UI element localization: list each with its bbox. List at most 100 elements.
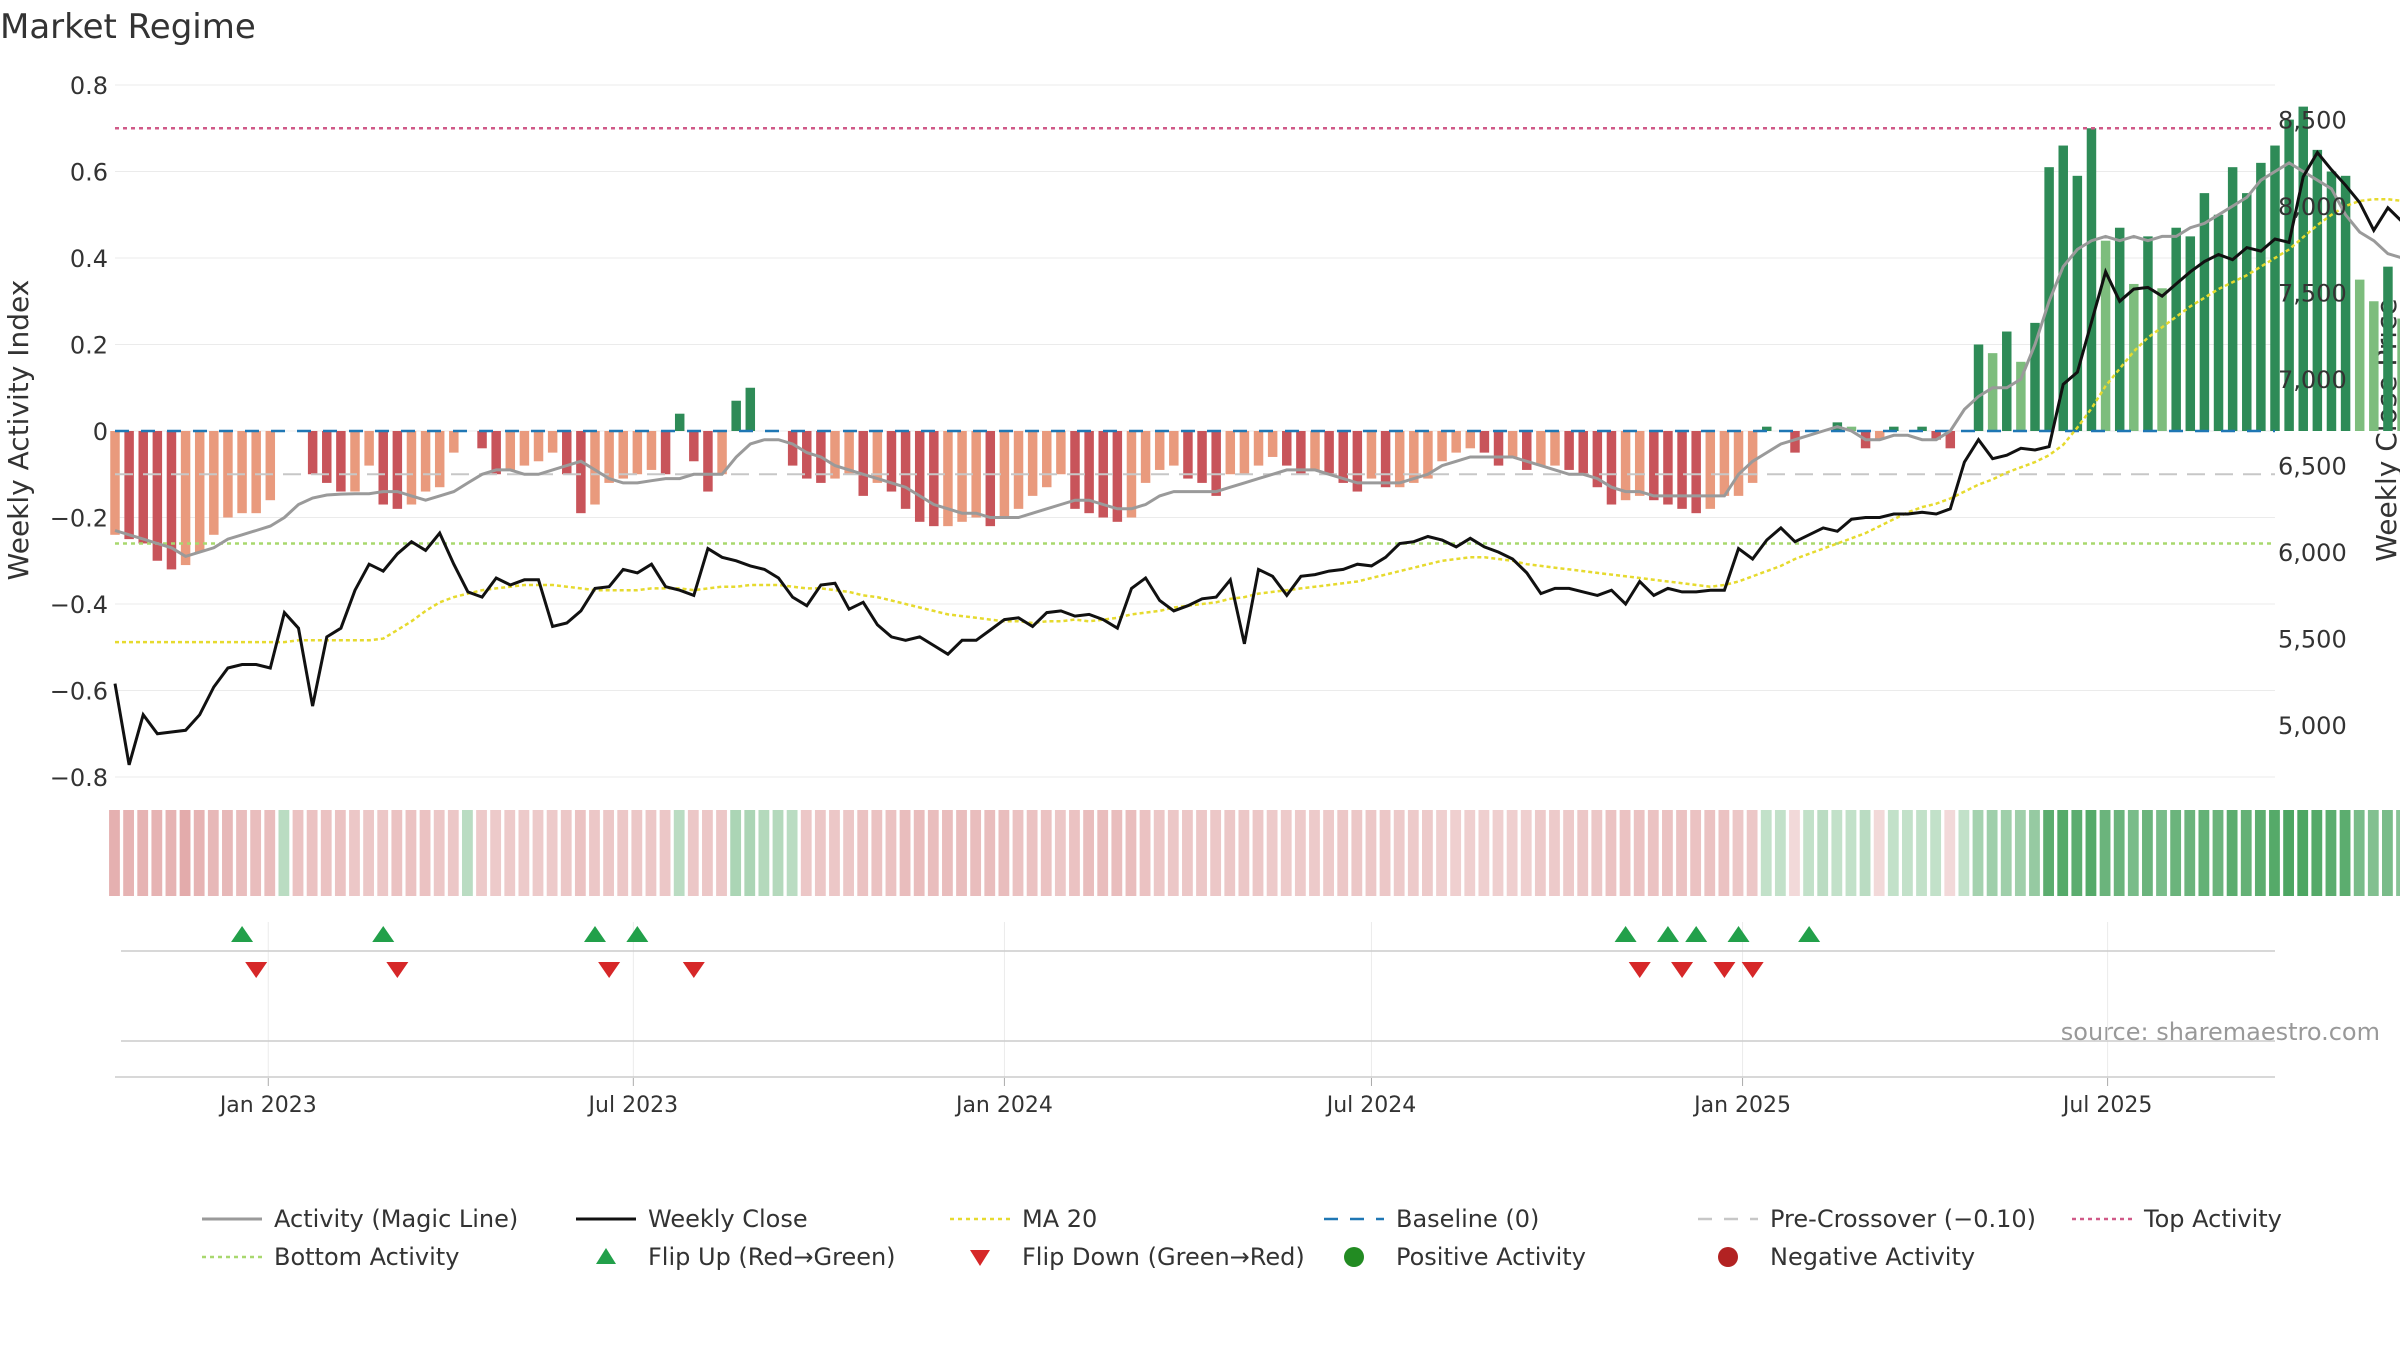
regime-cell [250, 810, 262, 896]
chart-title: Market Regime [0, 7, 256, 47]
regime-cell [1789, 810, 1800, 896]
activity-bar [1310, 431, 1320, 470]
activity-bar [1522, 431, 1532, 470]
regime-cell [334, 810, 346, 896]
activity-bar [900, 431, 911, 509]
regime-cell [1774, 810, 1786, 896]
regime-cell [405, 810, 417, 896]
regime-cell [2353, 810, 2365, 896]
regime-cell [2226, 810, 2238, 896]
y-left-tick-label: −0.8 [50, 764, 108, 792]
regime-cell [1125, 810, 1137, 896]
legend-flip-up: Flip Up (Red→Green) [574, 1243, 948, 1271]
regime-cell [2029, 810, 2040, 896]
regime-cell [1944, 810, 1956, 896]
activity-bar [1691, 431, 1701, 514]
legend-flip-up-swatch [596, 1248, 616, 1264]
regime-cell [1619, 810, 1631, 896]
regime-cell [2156, 810, 2167, 896]
activity-bar [2369, 301, 2379, 431]
regime-cell [1379, 810, 1391, 896]
activity-bar [1423, 431, 1433, 479]
regime-cell [1012, 810, 1024, 896]
activity-bar [237, 431, 247, 514]
activity-bar [1211, 431, 1221, 496]
flip-down-marker [1671, 962, 1694, 978]
regime-cell [1887, 810, 1899, 896]
regime-cell [1054, 810, 1066, 896]
activity-bar [1889, 426, 1899, 431]
y-right-tick-label: 8,500 [2278, 107, 2347, 135]
regime-cell [913, 810, 925, 896]
legend-magic-line-swatch [202, 1217, 262, 1221]
regime-cell [1309, 810, 1320, 896]
reference-lines [115, 127, 2275, 545]
activity-bar [124, 431, 134, 540]
regime-cell [2212, 810, 2224, 896]
activity-bar [971, 431, 981, 518]
activity-bar [2199, 193, 2210, 431]
activity-bar [717, 431, 727, 475]
legend-top-activity: Top Activity [2070, 1205, 2310, 1233]
activity-bar [2312, 149, 2323, 431]
activity-bar [1084, 431, 1094, 514]
activity-bars [110, 106, 2400, 570]
flip-markers [121, 926, 2275, 1042]
regime-cell [1478, 810, 1490, 896]
activity-bar [1677, 431, 1687, 509]
activity-bar [1564, 431, 1574, 470]
y-right-tick-label: 7,500 [2278, 280, 2347, 308]
regime-cell [137, 810, 149, 896]
activity-bar [985, 431, 996, 527]
regime-cell [2043, 810, 2054, 896]
legend-baseline-label: Baseline (0) [1396, 1205, 1540, 1233]
chart-legend: Activity (Magic Line) Weekly Close MA 20 Ba… [200, 1200, 2360, 1276]
legend-positive-activity-swatch [1344, 1247, 1364, 1267]
activity-bar [1197, 431, 1207, 483]
activity-bar [2213, 214, 2224, 431]
activity-bar [2058, 145, 2068, 432]
activity-bar [1634, 431, 1645, 496]
activity-bar [1762, 426, 1772, 431]
regime-cell [1337, 810, 1349, 896]
activity-bar [392, 431, 403, 509]
y-left-tick-label: −0.2 [50, 505, 108, 533]
y-left-tick-label: 0.8 [70, 72, 108, 100]
flip-up-marker [1656, 926, 1679, 942]
regime-cell [1916, 810, 1927, 896]
activity-bar [1169, 431, 1179, 466]
regime-cell [1210, 810, 1222, 896]
activity-bar [2256, 162, 2266, 431]
regime-cell [264, 810, 276, 896]
regime-cell [1803, 810, 1814, 896]
regime-cell [1450, 810, 1462, 896]
activity-bar [1733, 431, 1744, 496]
flip-up-marker [1614, 926, 1637, 942]
regime-cell [151, 810, 163, 896]
regime-cell [956, 810, 967, 896]
activity-bar [2114, 227, 2125, 431]
regime-cell [2382, 810, 2393, 896]
regime-cell [518, 810, 530, 896]
activity-bar [1649, 431, 1659, 501]
regime-cell [1238, 810, 1250, 896]
activity-bar [646, 431, 657, 470]
regime-cell [165, 810, 177, 896]
regime-cell [603, 810, 614, 896]
y-left-tick-label: 0.6 [70, 159, 108, 187]
legend-pre-crossover-swatch [1698, 1217, 1758, 1221]
regime-cell [123, 810, 134, 896]
activity-bar [858, 431, 868, 496]
regime-cell [433, 810, 445, 896]
regime-cell [1930, 810, 1942, 896]
legend-bottom-activity-label: Bottom Activity [274, 1243, 460, 1271]
regime-cell [1718, 810, 1730, 896]
activity-bar [1451, 431, 1461, 453]
activity-bar [1394, 431, 1405, 488]
regime-cell [744, 810, 756, 896]
activity-bar [533, 431, 544, 462]
legend-positive-activity-label: Positive Activity [1396, 1243, 1586, 1271]
x-tick-label: Jan 2024 [954, 1093, 1053, 1118]
y-right-tick-label: 6,500 [2278, 453, 2347, 481]
